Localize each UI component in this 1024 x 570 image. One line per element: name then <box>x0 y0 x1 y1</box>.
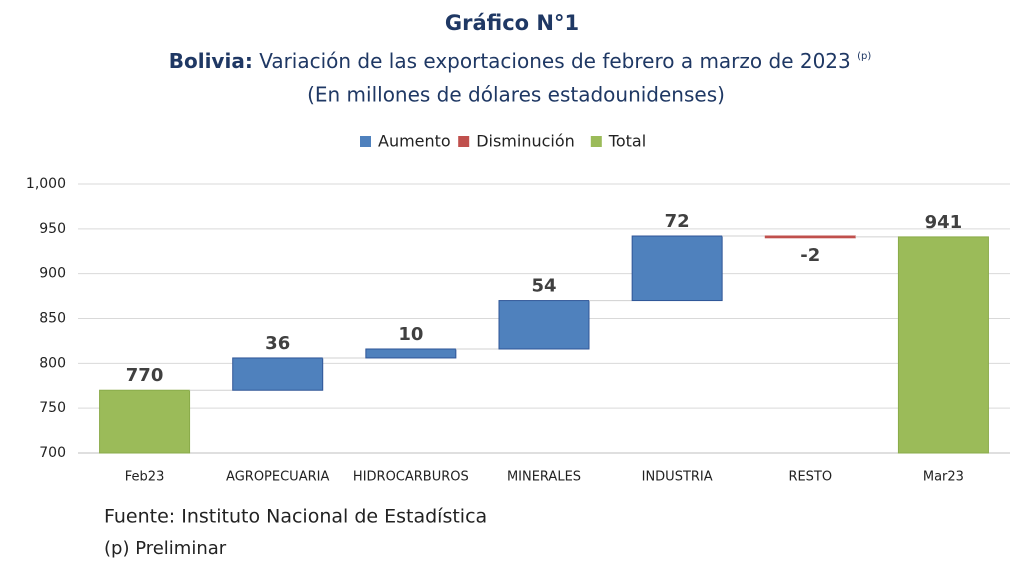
subtitle-lead: Bolivia: <box>169 49 253 73</box>
legend-label: Aumento <box>378 132 451 151</box>
y-tick-label: 900 <box>39 266 66 282</box>
footnote: (p) Preliminar <box>104 538 227 559</box>
y-tick-label: 950 <box>39 221 66 237</box>
data-label: 941 <box>925 212 963 233</box>
x-tick-label: MINERALES <box>507 470 581 485</box>
data-label: -2 <box>800 245 820 266</box>
y-tick-label: 700 <box>39 445 66 461</box>
subtitle-note: (p) <box>857 51 871 62</box>
x-tick-label: Mar23 <box>923 470 964 485</box>
legend-swatch <box>590 136 602 147</box>
data-label: 36 <box>265 333 290 354</box>
bar <box>897 236 989 454</box>
bar <box>365 348 457 359</box>
y-tick-label: 750 <box>39 400 66 416</box>
y-tick-label: 850 <box>39 311 66 327</box>
subtitle-text: Variación de las exportaciones de febrer… <box>259 49 851 73</box>
x-tick-label: INDUSTRIA <box>642 470 713 485</box>
chart-subtitle: Bolivia: Variación de las exportaciones … <box>169 49 872 73</box>
x-tick-label: RESTO <box>788 470 832 485</box>
bar <box>764 235 856 239</box>
y-tick-label: 800 <box>39 355 66 371</box>
data-label: 770 <box>126 365 164 386</box>
legend-label: Total <box>608 132 646 151</box>
bar <box>631 235 723 302</box>
data-label: 72 <box>665 211 690 232</box>
data-label: 10 <box>398 324 423 345</box>
source: Fuente: Instituto Nacional de Estadístic… <box>104 506 487 528</box>
bar <box>232 357 324 391</box>
x-tick-label: AGROPECUARIA <box>226 470 329 485</box>
legend-swatch <box>458 136 470 147</box>
legend-swatch <box>360 136 371 147</box>
bar <box>498 300 590 350</box>
x-tick-label: HIDROCARBUROS <box>353 470 469 485</box>
legend-label: Disminución <box>476 132 575 151</box>
chart-title: Gráfico N°1 <box>445 11 579 35</box>
bar <box>99 389 191 454</box>
y-tick-label: 1,000 <box>26 176 66 192</box>
data-label: 54 <box>531 276 556 297</box>
x-tick-label: Feb23 <box>125 470 165 485</box>
chart-subtitle-2: (En millones de dólares estadounidenses) <box>307 83 725 107</box>
